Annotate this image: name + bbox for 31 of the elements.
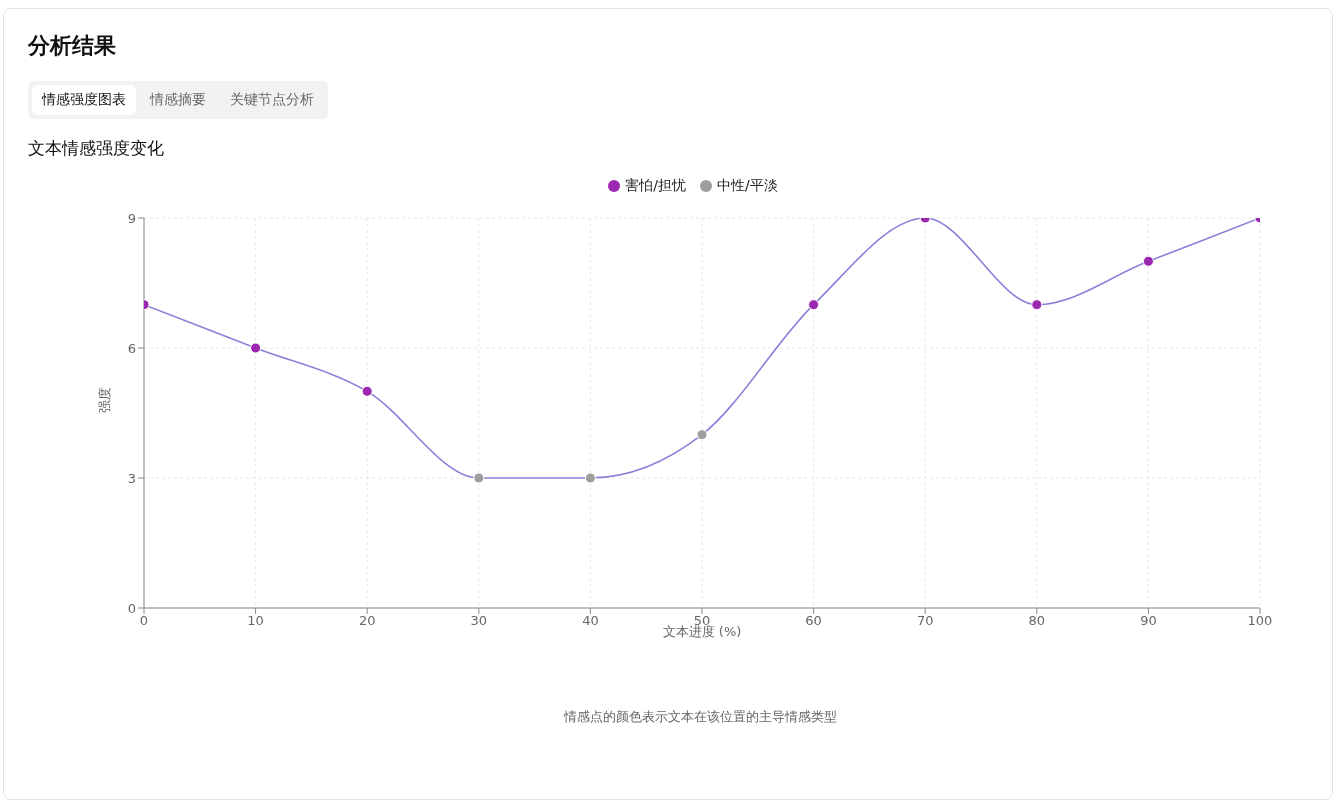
x-tick-label: 90 — [1140, 613, 1157, 629]
legend-label: 中性/平淡 — [717, 177, 778, 195]
text: 情感点的颜色表示文本在该位置的主导情感类型 — [562, 708, 838, 726]
y-tick-label: 3 — [127, 470, 136, 486]
y-tick-label: 6 — [127, 340, 136, 356]
x-tick-label: 0 — [139, 613, 149, 629]
x-tick-label: 80 — [1028, 613, 1046, 629]
x-tick-label: 60 — [805, 613, 822, 629]
text: 分析结果 — [28, 32, 117, 60]
x-tick-label: 100 — [1247, 613, 1273, 629]
y-tick-label: 9 — [127, 210, 136, 226]
point — [1031, 299, 1043, 311]
point — [1142, 255, 1154, 267]
text: 情感摘要 — [148, 90, 207, 109]
x-tick-label: 30 — [470, 613, 488, 629]
y-tick-label: 0 — [127, 600, 136, 616]
point — [808, 299, 820, 311]
x-tick-label: 10 — [247, 613, 264, 629]
point — [584, 472, 596, 484]
chart-title: 文本情感强度变化 — [28, 137, 165, 160]
legend-label: 害怕/担忧 — [625, 177, 686, 195]
text: 情感强度图表 — [32, 85, 136, 115]
text: 关键节点分析 — [229, 90, 315, 109]
x-tick-label: 20 — [358, 613, 376, 629]
point — [250, 342, 262, 354]
point — [696, 429, 708, 441]
point — [473, 472, 485, 484]
x-tick-label: 70 — [916, 613, 934, 629]
x-tick-label: 40 — [582, 613, 599, 629]
point — [361, 385, 373, 397]
y-axis-title: 强度 — [96, 387, 112, 413]
